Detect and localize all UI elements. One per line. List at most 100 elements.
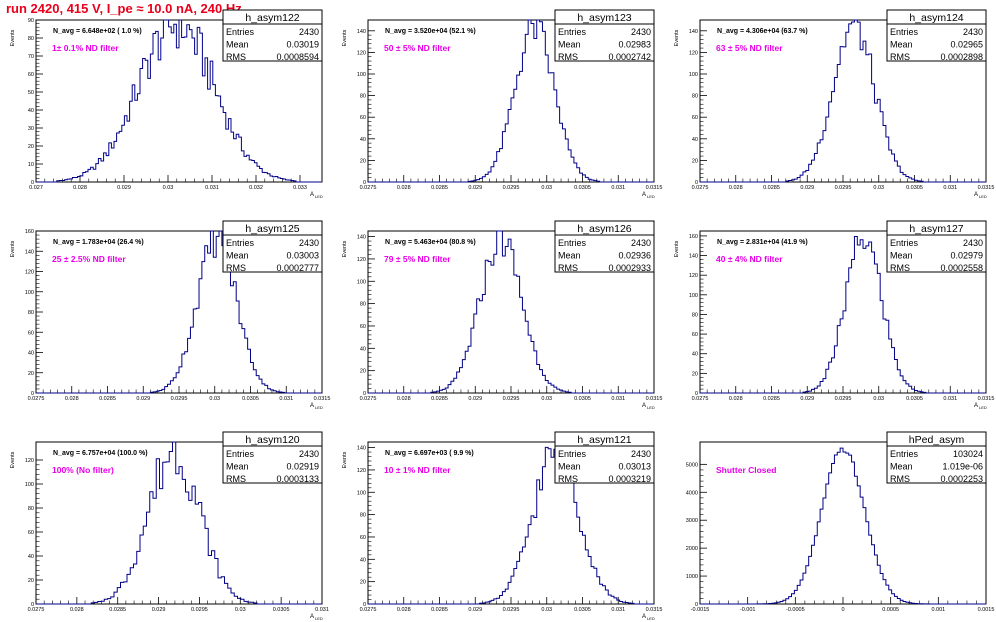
y-tick-label: 60: [360, 115, 366, 121]
x-tick-label: 0.0315: [646, 607, 663, 613]
stat-value: 0.0008594: [276, 52, 319, 62]
x-tick-label: 0.028: [397, 607, 411, 613]
y-tick-label: 120: [357, 50, 366, 56]
y-tick-label: 140: [357, 446, 366, 452]
stats-box-frame: [886, 9, 987, 62]
x-tick-label: 0.029: [117, 185, 131, 191]
stats-box: h_asym125 Entries 2430 Mean 0.03003 RMS 0.0002…: [222, 220, 323, 273]
histogram-line: [36, 19, 322, 183]
y-axis-title: Events: [10, 29, 16, 46]
stat-value: 0.0002933: [608, 263, 651, 273]
x-tick-label: 0.027: [29, 185, 43, 191]
stat-value: 0.0003133: [276, 474, 319, 484]
stat-value: 0.0002253: [940, 474, 983, 484]
filter-annotation: 40 ± 4% ND filter: [716, 254, 783, 264]
stat-value: 0.02936: [618, 251, 651, 261]
x-tick-label: 0.0275: [360, 185, 377, 191]
x-tick-label: -0.0015: [691, 607, 710, 613]
stats-box: h_asym121 Entries 2430 Mean 0.03013 RMS 0.0003…: [554, 431, 655, 484]
y-tick-label: 120: [357, 257, 366, 263]
y-tick-label: 20: [28, 144, 34, 150]
y-tick-label: 40: [28, 351, 34, 357]
y-axis-title: Events: [342, 451, 348, 468]
y-tick-label: 40: [692, 137, 698, 143]
navg-label: N_avg = 1.783e+04 (26.4 %): [53, 239, 144, 246]
y-tick-label: 140: [689, 254, 698, 260]
panel-hPed_asym: 0 1000 2000 3000 4000 5000 -0.0015 -0.001 -0.000…: [686, 431, 995, 613]
x-tick-label: 0.0015: [978, 607, 995, 613]
x-tick-label: 0.031: [611, 396, 625, 402]
y-axis-title: Events: [674, 29, 680, 46]
stat-label: RMS: [558, 474, 578, 484]
x-tick-label: 0.029: [136, 396, 150, 402]
y-tick-label: 120: [357, 468, 366, 474]
x-tick-label: 0.031: [279, 396, 293, 402]
x-tick-label: 0.029: [468, 185, 482, 191]
panel-h_asym121: 0 20 40 60 80 100 120 140 0.0275 0.028 0.0285 0.029…: [342, 431, 663, 621]
x-tick-label: 0.0315: [314, 396, 331, 402]
stat-value: 2430: [631, 238, 651, 248]
x-tick-label: 0.031: [611, 185, 625, 191]
x-tick-label: 0.029: [468, 396, 482, 402]
panel-h_asym120: 0 20 40 60 80 100 120 0.0275 0.028 0.0285 0.029 0.0…: [10, 431, 329, 621]
stat-value: 2430: [631, 27, 651, 37]
x-tick-label: 0.0285: [99, 396, 116, 402]
y-tick-label: 70: [28, 54, 34, 60]
stat-label: Mean: [558, 40, 581, 50]
stat-value: 2430: [299, 27, 319, 37]
stats-box: h_asym127 Entries 2430 Mean 0.02979 RMS 0.0002…: [886, 220, 987, 273]
filter-annotation: Shutter Closed: [716, 465, 776, 475]
x-tick-label: 0.001: [931, 607, 945, 613]
stats-box: h_asym122 Entries 2430 Mean 0.03019 RMS 0.0008…: [222, 9, 323, 62]
y-tick-label: 60: [692, 115, 698, 121]
histogram-line: [700, 19, 986, 183]
x-tick-label: 0.0305: [574, 607, 591, 613]
x-tick-label: 0.0275: [360, 396, 377, 402]
x-axis-title: ALED: [310, 192, 323, 199]
plot-frame: [35, 441, 323, 605]
stats-box: hPed_asym Entries 103024 Mean 1.019e-06 RMS 0.…: [886, 431, 987, 484]
stat-label: Mean: [890, 251, 913, 261]
stat-label: Mean: [890, 40, 913, 50]
y-tick-label: 80: [360, 513, 366, 519]
y-tick-label: 0: [695, 391, 698, 397]
x-tick-label: 0.0295: [835, 396, 852, 402]
histogram-line: [36, 441, 322, 605]
stat-label: RMS: [226, 474, 246, 484]
x-tick-label: 0.03: [209, 396, 220, 402]
y-tick-label: 60: [360, 535, 366, 541]
x-axis-title: ALED: [642, 403, 655, 410]
x-tick-label: 0.03: [235, 607, 246, 613]
y-tick-label: 160: [25, 229, 34, 235]
stat-value: 0.0002777: [276, 263, 319, 273]
stat-label: Entries: [558, 27, 587, 37]
stat-label: Mean: [890, 462, 913, 472]
y-tick-label: 140: [357, 29, 366, 35]
navg-label: N_avg = 3.520e+04 (52.1 %): [385, 28, 476, 35]
filter-annotation: 10 ± 1% ND filter: [384, 465, 451, 475]
x-tick-label: 0.0315: [978, 185, 995, 191]
stat-value: 0.0003219: [608, 474, 651, 484]
x-axis-title: ALED: [974, 403, 987, 410]
y-tick-label: 100: [25, 290, 34, 296]
filter-annotation: 79 ± 5% ND filter: [384, 254, 451, 264]
x-tick-label: 0.0285: [431, 396, 448, 402]
stat-label: RMS: [890, 52, 910, 62]
x-tick-label: 0.0295: [835, 185, 852, 191]
histogram-line: [36, 230, 322, 394]
y-tick-label: 20: [28, 371, 34, 377]
histogram-line: [368, 19, 654, 183]
y-axis-title: Events: [10, 451, 16, 468]
y-tick-label: 20: [692, 158, 698, 164]
x-tick-label: 0.028: [70, 607, 84, 613]
stat-label: Entries: [558, 238, 587, 248]
x-tick-label: 0.0305: [906, 396, 923, 402]
y-tick-label: 80: [28, 36, 34, 42]
x-tick-label: 0.029: [468, 607, 482, 613]
navg-label: N_avg = 2.831e+04 (41.9 %): [717, 239, 808, 246]
y-tick-label: 140: [357, 235, 366, 241]
y-tick-label: 40: [360, 137, 366, 143]
stat-value: 2430: [963, 27, 983, 37]
y-tick-label: 1000: [686, 574, 698, 580]
